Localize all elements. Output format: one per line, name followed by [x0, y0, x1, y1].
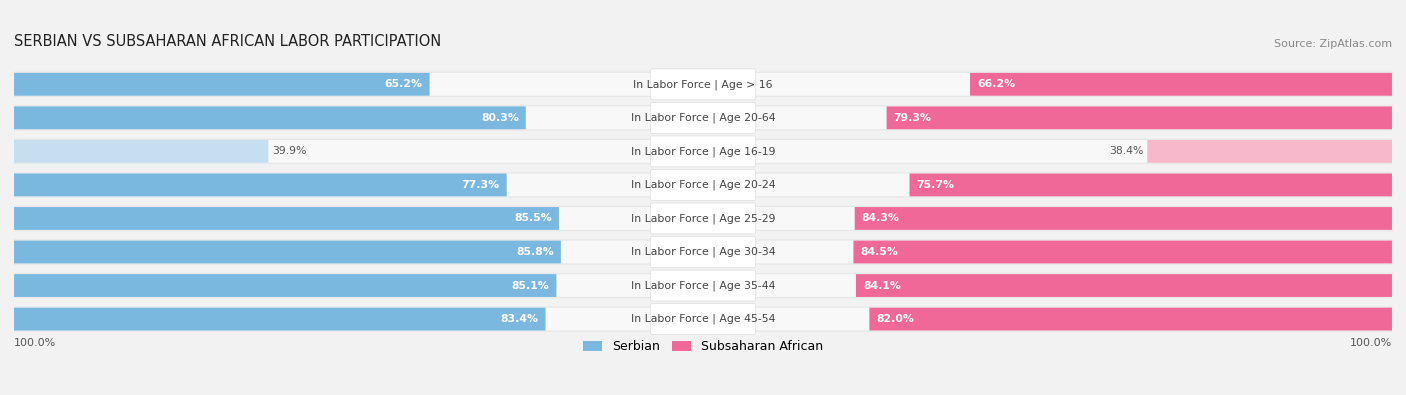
FancyBboxPatch shape [651, 169, 755, 200]
Text: In Labor Force | Age 30-34: In Labor Force | Age 30-34 [631, 247, 775, 257]
FancyBboxPatch shape [14, 172, 1392, 198]
FancyBboxPatch shape [14, 308, 546, 331]
FancyBboxPatch shape [14, 105, 1392, 131]
FancyBboxPatch shape [17, 274, 1389, 297]
FancyBboxPatch shape [17, 173, 1389, 196]
FancyBboxPatch shape [651, 304, 755, 335]
Text: 100.0%: 100.0% [14, 338, 56, 348]
FancyBboxPatch shape [14, 273, 1392, 298]
FancyBboxPatch shape [17, 140, 1389, 163]
Text: 77.3%: 77.3% [461, 180, 499, 190]
FancyBboxPatch shape [14, 206, 1392, 231]
FancyBboxPatch shape [856, 274, 1392, 297]
Text: 100.0%: 100.0% [1350, 338, 1392, 348]
FancyBboxPatch shape [651, 69, 755, 100]
FancyBboxPatch shape [17, 207, 1389, 230]
FancyBboxPatch shape [14, 140, 269, 163]
Text: Source: ZipAtlas.com: Source: ZipAtlas.com [1274, 39, 1392, 49]
Text: In Labor Force | Age 20-64: In Labor Force | Age 20-64 [631, 113, 775, 123]
FancyBboxPatch shape [855, 207, 1392, 230]
FancyBboxPatch shape [14, 241, 561, 263]
Text: In Labor Force | Age 35-44: In Labor Force | Age 35-44 [631, 280, 775, 291]
Text: 84.1%: 84.1% [863, 280, 901, 291]
FancyBboxPatch shape [17, 308, 1389, 331]
Text: 65.2%: 65.2% [385, 79, 423, 89]
Text: 85.8%: 85.8% [516, 247, 554, 257]
FancyBboxPatch shape [651, 203, 755, 234]
Text: 84.3%: 84.3% [862, 213, 900, 224]
Text: In Labor Force | Age > 16: In Labor Force | Age > 16 [633, 79, 773, 90]
Text: In Labor Force | Age 25-29: In Labor Force | Age 25-29 [631, 213, 775, 224]
Text: In Labor Force | Age 45-54: In Labor Force | Age 45-54 [631, 314, 775, 324]
FancyBboxPatch shape [14, 73, 430, 96]
FancyBboxPatch shape [869, 308, 1392, 331]
FancyBboxPatch shape [853, 241, 1392, 263]
Text: 84.5%: 84.5% [860, 247, 898, 257]
Text: In Labor Force | Age 20-24: In Labor Force | Age 20-24 [631, 180, 775, 190]
Text: In Labor Force | Age 16-19: In Labor Force | Age 16-19 [631, 146, 775, 157]
FancyBboxPatch shape [17, 73, 1389, 96]
Text: 39.9%: 39.9% [271, 147, 307, 156]
FancyBboxPatch shape [17, 241, 1389, 263]
Text: 85.1%: 85.1% [512, 280, 550, 291]
Text: 66.2%: 66.2% [977, 79, 1015, 89]
FancyBboxPatch shape [14, 71, 1392, 97]
FancyBboxPatch shape [1147, 140, 1392, 163]
FancyBboxPatch shape [14, 274, 557, 297]
Legend: Serbian, Subsaharan African: Serbian, Subsaharan African [583, 340, 823, 354]
FancyBboxPatch shape [651, 237, 755, 267]
FancyBboxPatch shape [651, 270, 755, 301]
Text: 83.4%: 83.4% [501, 314, 538, 324]
FancyBboxPatch shape [14, 173, 506, 196]
FancyBboxPatch shape [910, 173, 1392, 196]
Text: 75.7%: 75.7% [917, 180, 955, 190]
FancyBboxPatch shape [14, 106, 526, 129]
FancyBboxPatch shape [651, 136, 755, 167]
Text: 85.5%: 85.5% [515, 213, 553, 224]
FancyBboxPatch shape [17, 106, 1389, 129]
FancyBboxPatch shape [887, 106, 1392, 129]
Text: SERBIAN VS SUBSAHARAN AFRICAN LABOR PARTICIPATION: SERBIAN VS SUBSAHARAN AFRICAN LABOR PART… [14, 34, 441, 49]
Text: 79.3%: 79.3% [893, 113, 931, 123]
Text: 80.3%: 80.3% [481, 113, 519, 123]
FancyBboxPatch shape [970, 73, 1392, 96]
FancyBboxPatch shape [14, 139, 1392, 164]
FancyBboxPatch shape [14, 307, 1392, 332]
FancyBboxPatch shape [14, 207, 560, 230]
Text: 38.4%: 38.4% [1109, 147, 1144, 156]
FancyBboxPatch shape [651, 102, 755, 133]
Text: 82.0%: 82.0% [876, 314, 914, 324]
FancyBboxPatch shape [14, 239, 1392, 265]
